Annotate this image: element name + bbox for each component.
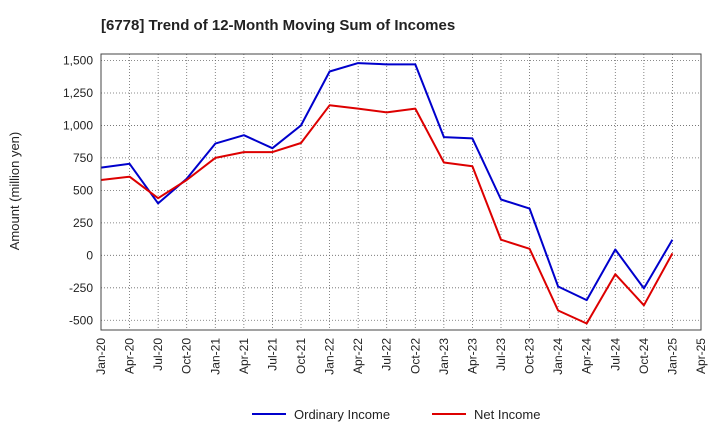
x-tick-label: Jan-22 [323,338,337,375]
y-tick-label: -250 [69,281,93,295]
x-tick-label: Jan-24 [551,338,565,375]
series-line-net-income [100,104,674,325]
y-axis-label: Amount (million yen) [7,132,22,251]
y-tick-label: 500 [73,183,93,197]
y-tick-label: 1,500 [63,53,93,67]
x-axis-ticks: Jan-20 Apr-20 Jul-20 Oct-20 Jan-21 Apr-21 Jul-… [94,338,708,375]
x-tick-label: Apr-21 [237,338,251,374]
x-tick-label: Oct-22 [408,338,422,374]
x-tick-label: Jan-25 [665,338,679,375]
x-tick-label: Jul-23 [494,338,508,371]
x-tick-label: Jul-21 [265,338,279,371]
x-tick-label: Oct-21 [294,338,308,374]
legend: Ordinary Income Net Income [252,407,540,422]
x-tick-label: Jul-22 [380,338,394,371]
x-tick-label: Apr-22 [351,338,365,374]
x-tick-label: Jan-20 [94,338,108,375]
legend-label: Net Income [474,407,540,422]
x-tick-label: Jan-23 [437,338,451,375]
x-tick-label: Apr-23 [465,338,479,374]
x-tick-label: Oct-23 [523,338,537,374]
y-tick-label: 1,250 [63,86,93,100]
x-tick-label: Jan-21 [208,338,222,375]
legend-label: Ordinary Income [294,407,390,422]
y-tick-label: 0 [86,248,93,262]
y-tick-label: 750 [73,151,93,165]
x-tick-label: Jul-24 [608,338,622,371]
chart-title: [6778] Trend of 12-Month Moving Sum of I… [101,17,455,34]
plot-frame [100,53,702,331]
x-tick-label: Apr-25 [694,338,708,374]
y-axis-ticks: -500 -250 0 250 500 750 1,000 1,250 1,500 [63,53,93,327]
series-lines [100,62,674,325]
y-tick-label: 1,000 [63,118,93,132]
y-tick-label: -500 [69,313,93,327]
y-tick-label: 250 [73,216,93,230]
x-tick-label: Oct-24 [637,338,651,374]
x-tick-label: Oct-20 [180,338,194,374]
x-tick-label: Apr-24 [580,338,594,374]
x-tick-label: Jul-20 [151,338,165,371]
x-tick-label: Apr-20 [123,338,137,374]
series-line-ordinary-income [100,62,674,302]
grid [100,54,702,330]
